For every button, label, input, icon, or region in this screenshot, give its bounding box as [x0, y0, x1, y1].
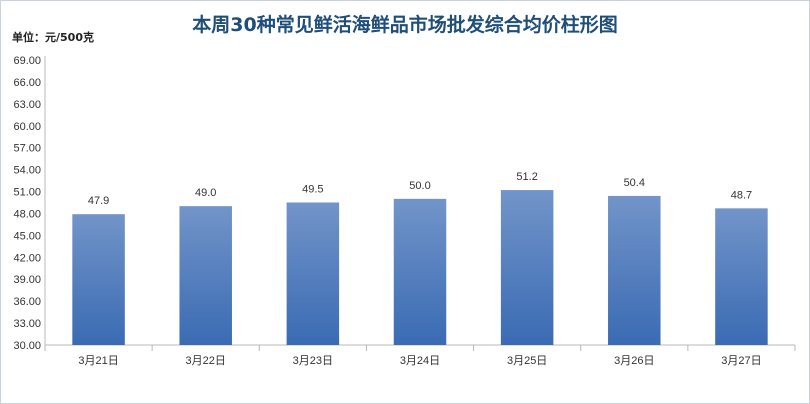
data-label: 47.9 — [88, 195, 109, 207]
x-axis: 3月21日 3月22日 3月23日 3月24日 3月25日 3月26日 3月27日 — [44, 344, 796, 367]
bar — [393, 198, 447, 345]
bar — [179, 206, 232, 345]
data-label: 49.5 — [302, 184, 323, 196]
bar — [608, 195, 661, 345]
y-tick-label: 45.00 — [13, 230, 41, 242]
data-label: 48.7 — [731, 189, 752, 201]
y-tick-label: 54.00 — [13, 165, 41, 177]
x-tick-label: 3月21日 — [78, 355, 118, 367]
data-label: 49.0 — [195, 187, 216, 199]
x-tick-label: 3月26日 — [614, 355, 654, 367]
y-tick-label: 51.00 — [13, 187, 41, 199]
bar — [286, 202, 340, 345]
y-tick-label: 69.00 — [13, 55, 41, 67]
y-tick-label: 66.00 — [13, 77, 41, 89]
x-tick-label: 3月25日 — [507, 355, 547, 367]
y-tick-label: 57.00 — [13, 143, 41, 155]
x-tick-label: 3月23日 — [293, 355, 333, 367]
bar — [72, 214, 125, 345]
unit-label: 单位：元/500克 — [12, 31, 94, 44]
y-tick-label: 63.00 — [13, 99, 41, 111]
x-tick-label: 3月27日 — [721, 355, 761, 367]
x-tick-label: 3月24日 — [400, 355, 440, 367]
bars — [72, 190, 768, 345]
data-label: 50.4 — [624, 177, 645, 189]
y-tick-label: 48.00 — [13, 208, 41, 220]
x-tick-label: 3月22日 — [186, 355, 226, 367]
y-tick-label: 33.00 — [13, 318, 41, 330]
chart-title: 本周30种常见鲜活海鲜品市场批发综合均价柱形图 — [192, 14, 618, 36]
y-axis: 30.00 33.00 36.00 39.00 42.00 45.00 48.00 51.00… — [13, 55, 46, 352]
data-label: 51.2 — [516, 171, 537, 183]
bar — [500, 190, 554, 345]
bar — [715, 208, 768, 345]
data-labels: 47.9 49.0 49.5 50.0 51.2 50.4 48.7 — [88, 171, 752, 207]
y-tick-label: 36.00 — [13, 296, 41, 308]
data-label: 50.0 — [409, 180, 430, 192]
y-tick-label: 39.00 — [13, 274, 41, 286]
y-tick-label: 30.00 — [13, 340, 41, 352]
y-tick-label: 60.00 — [13, 121, 41, 133]
y-tick-label: 42.00 — [13, 252, 41, 264]
